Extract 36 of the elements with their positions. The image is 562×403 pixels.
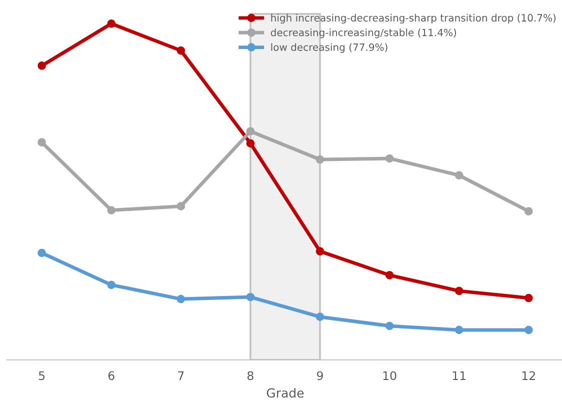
- point: [246, 139, 255, 148]
- x-tick-label: 6: [108, 371, 114, 380]
- point: [454, 326, 464, 334]
- point: [107, 19, 116, 28]
- x-tick-label: 8: [247, 371, 254, 380]
- x-tick-label: 7: [178, 371, 184, 380]
- legend-label: decreasing-increasing/stable (11.4%): [270, 28, 456, 38]
- point: [246, 292, 255, 302]
- point: [107, 280, 116, 290]
- point: [38, 138, 46, 147]
- x-axis-title: Grade: [266, 388, 304, 398]
- point: [38, 248, 46, 258]
- point: [176, 294, 186, 304]
- point: [385, 270, 394, 280]
- x-tick-label: 5: [38, 371, 45, 380]
- point: [246, 127, 255, 136]
- point: [316, 247, 324, 256]
- x-tick-label: 12: [522, 371, 535, 380]
- x-tick-label: 11: [452, 371, 466, 380]
- point: [524, 326, 533, 334]
- legend-label: high increasing-decreasing-sharp transition drop (10.7%): [271, 14, 556, 24]
- point: [176, 202, 186, 210]
- x-tick-label: 10: [383, 371, 396, 380]
- point: [454, 286, 464, 296]
- point: [107, 206, 116, 214]
- point: [38, 62, 46, 70]
- point: [316, 312, 324, 322]
- point: [385, 322, 394, 330]
- point: [316, 155, 324, 164]
- point: [454, 171, 464, 180]
- legend-label: low decreasing (77.9%): [271, 43, 388, 53]
- point: [176, 46, 186, 55]
- point: [524, 294, 533, 302]
- x-tick-label: 9: [316, 371, 323, 380]
- point: [524, 207, 533, 216]
- point: [385, 154, 394, 163]
